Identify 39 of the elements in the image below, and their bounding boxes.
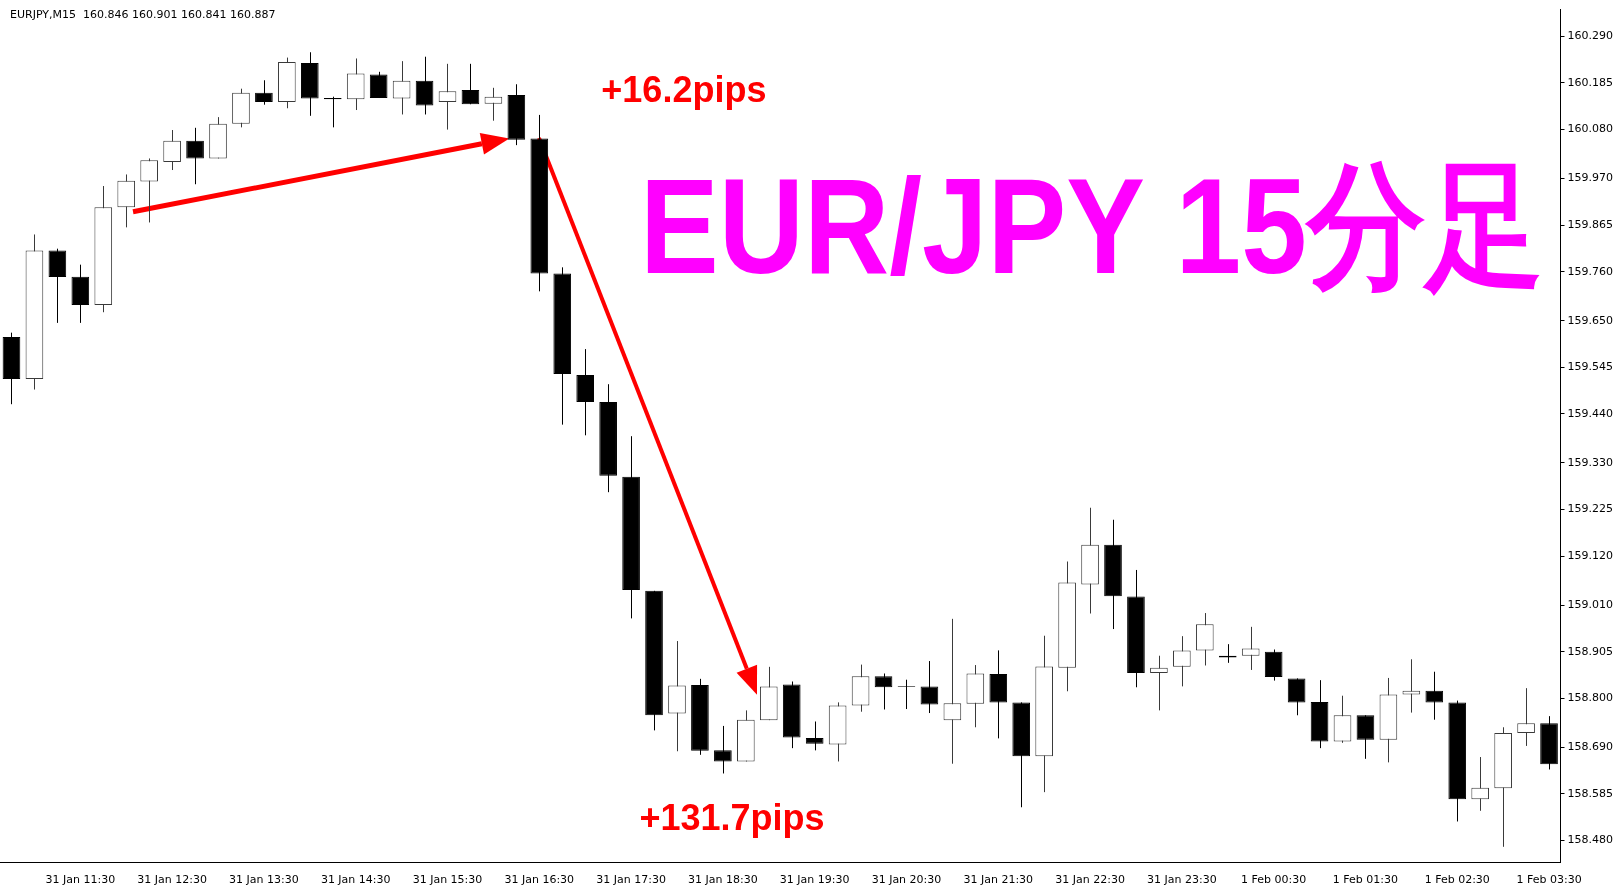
y-tick-label: 158.905 <box>1567 644 1614 658</box>
y-tick-label: 159.760 <box>1567 264 1614 278</box>
y-tick-label: 159.225 <box>1567 502 1614 516</box>
y-tick-label: 158.585 <box>1567 786 1614 800</box>
x-tick-label: 31 Jan 13:30 <box>229 873 299 887</box>
x-tick-label: 31 Jan 23:30 <box>1147 873 1217 887</box>
annotation: +16.2pips <box>601 68 767 110</box>
chart-subtitle: EURJPY,M15 160.846 160.901 160.841 160.887 <box>10 8 276 21</box>
y-tick-label: 159.970 <box>1567 171 1614 185</box>
y-tick-label: 159.650 <box>1567 313 1614 327</box>
x-tick-label: 1 Feb 00:30 <box>1241 873 1307 887</box>
annotation: +131.7pips <box>639 797 825 839</box>
x-tick-label: 31 Jan 20:30 <box>871 873 942 887</box>
x-tick-label: 31 Jan 12:30 <box>137 873 207 887</box>
y-tick-label: 159.330 <box>1567 455 1614 469</box>
x-tick-label: 31 Jan 14:30 <box>320 873 391 887</box>
y-tick-label: 158.480 <box>1567 833 1614 847</box>
y-tick-label: 160.185 <box>1567 75 1614 89</box>
x-tick-label: 1 Feb 01:30 <box>1332 873 1399 887</box>
y-tick-label: 159.865 <box>1567 217 1614 231</box>
x-tick-label: 31 Jan 16:30 <box>504 873 575 887</box>
y-tick-label: 160.290 <box>1567 29 1614 43</box>
x-tick-label: 31 Jan 17:30 <box>596 873 666 887</box>
y-tick-label: 159.010 <box>1567 597 1614 611</box>
y-tick-label: 159.120 <box>1567 549 1614 563</box>
x-tick-label: 1 Feb 03:30 <box>1516 873 1582 887</box>
x-tick-label: 31 Jan 18:30 <box>688 873 758 887</box>
x-tick-label: 31 Jan 15:30 <box>412 873 483 887</box>
x-tick-label: 31 Jan 21:30 <box>963 873 1034 887</box>
y-tick-label: 160.080 <box>1567 122 1614 136</box>
y-tick-label: 158.690 <box>1567 740 1614 754</box>
y-tick-label: 158.800 <box>1567 691 1614 705</box>
y-tick-label: 159.440 <box>1567 406 1614 420</box>
x-tick-label: 1 Feb 02:30 <box>1424 873 1490 887</box>
x-tick-label: 31 Jan 11:30 <box>45 873 116 887</box>
text: EUR/JPY 15分足 <box>640 149 1543 302</box>
x-tick-label: 31 Jan 22:30 <box>1055 873 1125 887</box>
y-tick-label: 159.545 <box>1567 360 1614 374</box>
x-tick-label: 31 Jan 19:30 <box>779 873 850 887</box>
